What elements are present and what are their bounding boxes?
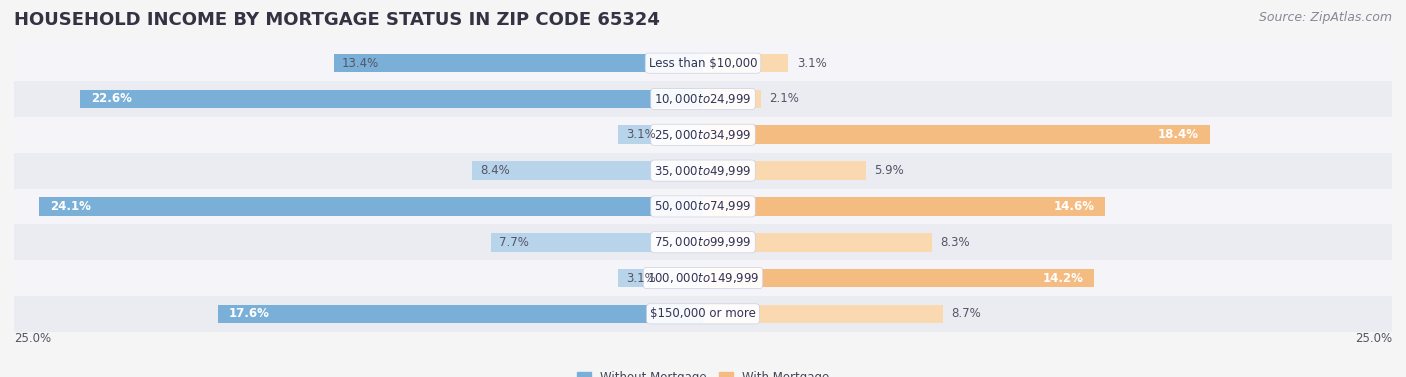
Bar — [333, 54, 703, 72]
Bar — [703, 197, 1105, 216]
Bar — [703, 54, 789, 72]
Bar — [14, 153, 1392, 188]
Bar — [703, 305, 943, 323]
Text: 2.1%: 2.1% — [769, 92, 799, 106]
Text: $25,000 to $34,999: $25,000 to $34,999 — [654, 128, 752, 142]
Bar — [14, 117, 1392, 153]
Text: HOUSEHOLD INCOME BY MORTGAGE STATUS IN ZIP CODE 65324: HOUSEHOLD INCOME BY MORTGAGE STATUS IN Z… — [14, 11, 659, 29]
Text: 7.7%: 7.7% — [499, 236, 529, 249]
Text: 17.6%: 17.6% — [229, 307, 270, 320]
Bar — [14, 188, 1392, 224]
Bar — [617, 269, 703, 287]
Text: $150,000 or more: $150,000 or more — [650, 307, 756, 320]
Text: 13.4%: 13.4% — [342, 57, 380, 70]
Bar — [617, 126, 703, 144]
Text: 3.1%: 3.1% — [626, 128, 655, 141]
Text: Source: ZipAtlas.com: Source: ZipAtlas.com — [1258, 11, 1392, 24]
Bar — [491, 233, 703, 251]
Text: $50,000 to $74,999: $50,000 to $74,999 — [654, 199, 752, 213]
Bar — [14, 296, 1392, 332]
Bar — [14, 81, 1392, 117]
Bar — [703, 161, 866, 180]
Bar — [703, 233, 932, 251]
Text: 24.1%: 24.1% — [49, 200, 91, 213]
Text: 25.0%: 25.0% — [1355, 333, 1392, 345]
Bar — [14, 260, 1392, 296]
Text: 14.2%: 14.2% — [1042, 271, 1083, 285]
Text: 8.4%: 8.4% — [479, 164, 509, 177]
Bar — [14, 45, 1392, 81]
Text: 18.4%: 18.4% — [1159, 128, 1199, 141]
Bar — [703, 90, 761, 108]
Text: 8.7%: 8.7% — [950, 307, 981, 320]
Text: $100,000 to $149,999: $100,000 to $149,999 — [647, 271, 759, 285]
Bar — [80, 90, 703, 108]
Text: $75,000 to $99,999: $75,000 to $99,999 — [654, 235, 752, 249]
Text: $35,000 to $49,999: $35,000 to $49,999 — [654, 164, 752, 178]
Bar — [218, 305, 703, 323]
Bar — [703, 126, 1211, 144]
Bar — [703, 269, 1094, 287]
Text: 3.1%: 3.1% — [626, 271, 655, 285]
Text: 5.9%: 5.9% — [875, 164, 904, 177]
Bar — [471, 161, 703, 180]
Text: $10,000 to $24,999: $10,000 to $24,999 — [654, 92, 752, 106]
Text: 22.6%: 22.6% — [91, 92, 132, 106]
Bar — [39, 197, 703, 216]
Text: Less than $10,000: Less than $10,000 — [648, 57, 758, 70]
Text: 3.1%: 3.1% — [797, 57, 827, 70]
Text: 25.0%: 25.0% — [14, 333, 51, 345]
Text: 14.6%: 14.6% — [1053, 200, 1094, 213]
Legend: Without Mortgage, With Mortgage: Without Mortgage, With Mortgage — [572, 366, 834, 377]
Text: 8.3%: 8.3% — [941, 236, 970, 249]
Bar — [14, 224, 1392, 260]
